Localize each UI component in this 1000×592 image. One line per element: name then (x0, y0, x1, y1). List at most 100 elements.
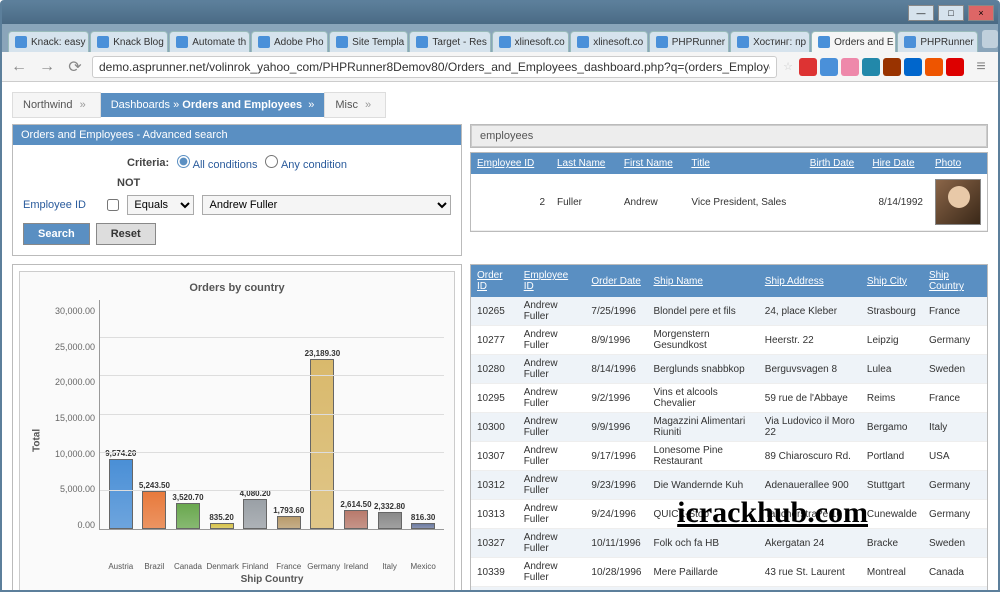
x-tick-label: Austria (106, 562, 136, 571)
column-header[interactable]: Ship Address (759, 265, 861, 297)
browser-tab[interactable]: Knack Blog× (90, 31, 168, 52)
chart-bar[interactable] (109, 459, 133, 529)
column-header[interactable]: First Name (618, 153, 685, 174)
employee-row[interactable]: 2 Fuller Andrew Vice President, Sales 8/… (471, 174, 987, 231)
favicon-icon (656, 36, 668, 48)
extension-icon[interactable] (946, 58, 964, 76)
extension-icon[interactable] (925, 58, 943, 76)
column-header[interactable]: Photo (929, 153, 987, 174)
browser-tab[interactable]: Knack: easy× (8, 31, 89, 52)
maximize-button[interactable]: □ (938, 5, 964, 21)
opt-all[interactable]: All conditions (177, 155, 257, 171)
bar-value: 23,189.30 (305, 349, 341, 358)
favicon-icon (15, 36, 27, 48)
browser-tab[interactable]: Хостинг: пр× (730, 31, 810, 52)
favicon-icon (577, 36, 589, 48)
orders-table: Order IDEmployee IDOrder DateShip NameSh… (471, 265, 987, 590)
forward-button[interactable]: → (36, 56, 58, 78)
column-header[interactable]: Last Name (551, 153, 618, 174)
extension-icon[interactable] (820, 58, 838, 76)
browser-tab[interactable]: PHPRunner× (649, 31, 729, 52)
chart-bar[interactable] (142, 491, 166, 529)
order-row[interactable]: 10295Andrew Fuller9/2/1996Vins et alcool… (471, 384, 987, 413)
browser-tab[interactable]: Automate th× (169, 31, 250, 52)
browser-tab[interactable]: Target - Res× (409, 31, 490, 52)
extension-icon[interactable] (862, 58, 880, 76)
browser-tab[interactable]: Adobe Pho× (251, 31, 328, 52)
column-header[interactable]: Ship City (861, 265, 923, 297)
chart-bar[interactable] (411, 523, 435, 529)
column-header[interactable]: Hire Date (866, 153, 929, 174)
address-input[interactable] (92, 56, 777, 78)
opt-any[interactable]: Any condition (265, 155, 347, 171)
new-tab-button[interactable] (982, 30, 998, 48)
column-header[interactable]: Order Date (585, 265, 647, 297)
order-row[interactable]: 10312Andrew Fuller9/23/1996Die Wandernde… (471, 471, 987, 500)
orders-panel: Order IDEmployee IDOrder DateShip NameSh… (470, 264, 988, 590)
order-row[interactable]: 10265Andrew Fuller7/25/1996Blondel pere … (471, 297, 987, 326)
value-select[interactable]: Andrew Fuller (202, 195, 451, 215)
order-row[interactable]: 10327Andrew Fuller10/11/1996Folk och fa … (471, 529, 987, 558)
not-checkbox[interactable] (107, 199, 119, 211)
chart-plot: 9,574.205,243.503,520.70835.204,080.201,… (99, 300, 444, 530)
tab-strip: Knack: easy×Knack Blog×Automate th×Adobe… (2, 24, 998, 52)
column-header[interactable]: Title (685, 153, 803, 174)
chart-bar[interactable] (344, 510, 368, 529)
x-tick-label: Canada (173, 562, 203, 571)
bar-value: 2,332.80 (374, 502, 405, 511)
order-row[interactable]: 10300Andrew Fuller9/9/1996Magazzini Alim… (471, 413, 987, 442)
extension-icon[interactable] (799, 58, 817, 76)
column-header[interactable]: Ship Name (647, 265, 758, 297)
bookmark-icon[interactable]: ☆ (783, 60, 793, 73)
extension-icon[interactable] (904, 58, 922, 76)
extension-icon[interactable] (841, 58, 859, 76)
browser-tab[interactable]: Orders and E× (811, 31, 896, 52)
column-header[interactable]: Employee ID (518, 265, 586, 297)
order-row[interactable]: 10277Andrew Fuller8/9/1996Morgenstern Ge… (471, 326, 987, 355)
chart-bar[interactable] (243, 499, 267, 529)
chart-bar[interactable] (176, 503, 200, 529)
column-header[interactable]: Ship Country (923, 265, 987, 297)
extension-icon[interactable] (883, 58, 901, 76)
order-row[interactable]: 10280Andrew Fuller8/14/1996Berglunds sna… (471, 355, 987, 384)
close-button[interactable]: × (968, 5, 994, 21)
order-row[interactable]: 10339Andrew Fuller10/28/1996Mere Paillar… (471, 558, 987, 587)
breadcrumb-current[interactable]: Dashboards » Orders and Employees » (101, 93, 325, 117)
x-tick-label: Ireland (341, 562, 371, 571)
breadcrumb-root[interactable]: Northwind » (12, 92, 101, 118)
column-header[interactable]: Employee ID (471, 153, 551, 174)
bar-value: 835.20 (209, 513, 233, 522)
chart-panel: Orders by country Total 30,000.0025,000.… (12, 264, 462, 590)
reload-button[interactable]: ⟳ (64, 56, 86, 78)
x-tick-label: France (274, 562, 304, 571)
browser-tab[interactable]: xlinesoft.co× (570, 31, 648, 52)
favicon-icon (416, 36, 428, 48)
chart-bar[interactable] (210, 523, 234, 529)
favicon-icon (258, 36, 270, 48)
chart-bar[interactable] (310, 359, 334, 529)
bar-value: 1,793.60 (273, 506, 304, 515)
favicon-icon (904, 36, 916, 48)
browser-tab[interactable]: Site Templa× (329, 31, 408, 52)
favicon-icon (818, 36, 830, 48)
minimize-button[interactable]: — (908, 5, 934, 21)
operator-select[interactable]: Equals (127, 195, 194, 215)
reset-button[interactable]: Reset (96, 223, 156, 245)
column-header[interactable]: Order ID (471, 265, 518, 297)
menu-button[interactable]: ≡ (970, 56, 992, 78)
x-tick-label: Brazil (139, 562, 169, 571)
chart-bar[interactable] (378, 512, 402, 529)
extension-icons (799, 58, 964, 76)
favicon-icon (499, 36, 511, 48)
column-header[interactable]: Birth Date (804, 153, 867, 174)
back-button[interactable]: ← (8, 56, 30, 78)
order-row[interactable]: 10345Andrew Fuller11/4/1996QUICK-StopTau… (471, 587, 987, 591)
employees-tab[interactable]: employees (471, 125, 987, 147)
chart-bar[interactable] (277, 516, 301, 529)
order-row[interactable]: 10313Andrew Fuller9/24/1996QUICK-StopTau… (471, 500, 987, 529)
order-row[interactable]: 10307Andrew Fuller9/17/1996Lonesome Pine… (471, 442, 987, 471)
browser-tab[interactable]: PHPRunner× (897, 31, 977, 52)
breadcrumb-misc[interactable]: Misc » (324, 92, 386, 118)
search-button[interactable]: Search (23, 223, 90, 245)
browser-tab[interactable]: xlinesoft.co× (492, 31, 570, 52)
